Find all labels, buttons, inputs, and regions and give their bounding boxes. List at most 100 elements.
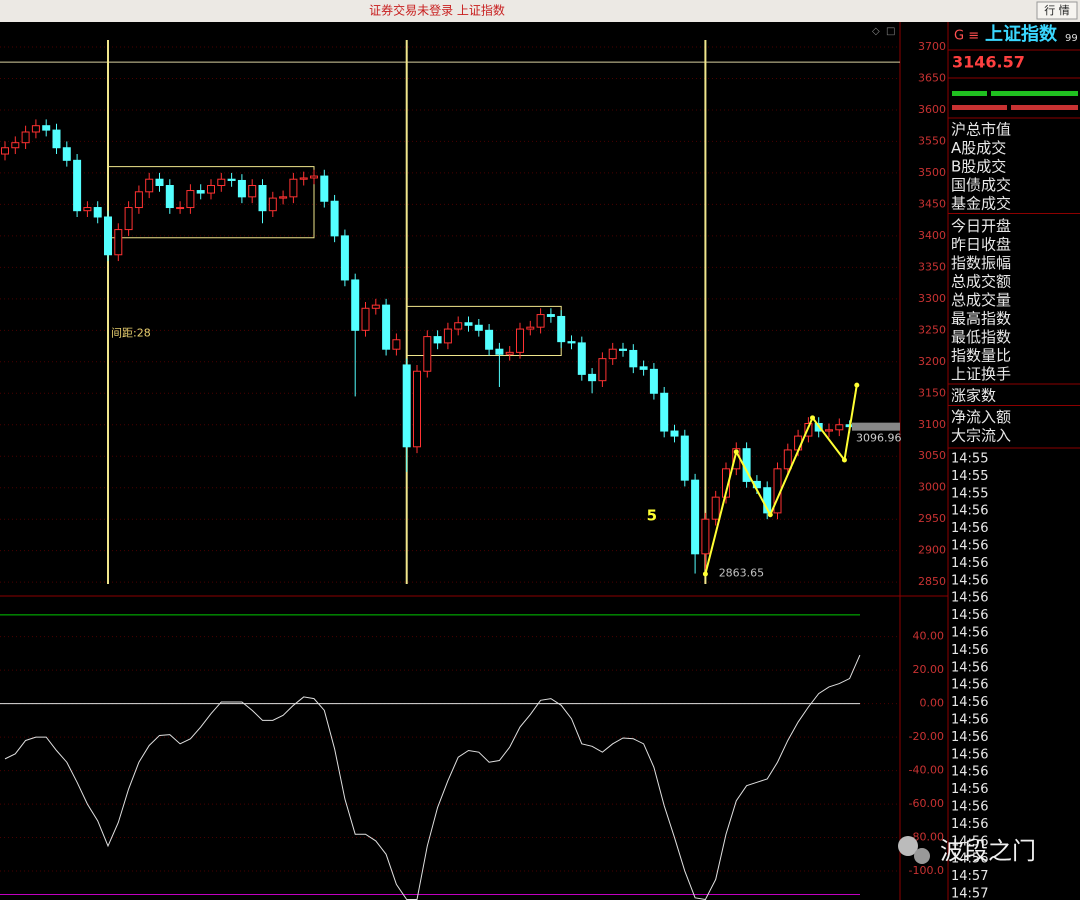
y-tick-label: 2850 <box>918 575 946 588</box>
icon[interactable]: ◇ <box>872 26 880 37</box>
candle-body <box>474 324 483 331</box>
panel-title: 上证指数 <box>985 23 1058 45</box>
candle-body <box>114 229 123 256</box>
candle-body <box>258 185 267 212</box>
candle-body <box>567 341 576 344</box>
candle-body <box>248 185 257 198</box>
candle-body <box>207 185 215 194</box>
candle-body <box>526 326 535 330</box>
candle-body <box>660 392 669 432</box>
watermark-text: 波段之门 <box>940 837 1036 865</box>
candle-body <box>536 314 545 328</box>
candle-body <box>227 178 236 181</box>
time-label: 14:56 <box>951 817 988 832</box>
time-label: 14:56 <box>951 747 988 762</box>
y-tick-label: 3550 <box>918 134 946 147</box>
trend-point <box>702 571 708 577</box>
trend-point <box>841 457 847 463</box>
candle-body <box>763 487 772 514</box>
candle-body <box>722 468 730 498</box>
y-tick-label: 2950 <box>918 512 946 525</box>
field-label: 最高指数 <box>951 310 1011 328</box>
bar <box>952 91 987 96</box>
last-price-bar <box>852 422 900 431</box>
candle-body <box>340 235 349 281</box>
field-label: 沪总市值 <box>951 121 1011 139</box>
candle-body <box>711 496 720 520</box>
y-tick-label: 3300 <box>918 292 946 305</box>
candle-body <box>619 348 627 351</box>
time-label: 14:55 <box>951 486 988 501</box>
y-tick-label: -100.0 <box>909 864 944 877</box>
annotation: 5 <box>647 507 657 525</box>
y-tick-label: 40.00 <box>913 630 945 643</box>
y-tick-label: 0.00 <box>920 697 945 710</box>
current-price: 3146.57 <box>952 53 1025 72</box>
candle-body <box>680 435 689 481</box>
y-tick-label: 20.00 <box>913 663 945 676</box>
quote-button-label[interactable]: 行 情 <box>1044 4 1070 17</box>
icon[interactable]: □ <box>886 26 895 37</box>
candle-body <box>505 351 514 355</box>
y-tick-label: -20.00 <box>909 730 944 743</box>
candle-body <box>835 424 844 431</box>
field-label: 总成交量 <box>951 291 1011 309</box>
quote-button[interactable] <box>1036 1 1078 20</box>
field-label: 总成交额 <box>951 273 1011 291</box>
watermark-icon <box>914 848 930 864</box>
candle-body <box>299 177 308 180</box>
annotation: 间距:28 <box>111 326 151 339</box>
candle-body <box>588 373 597 382</box>
field-label: 大宗流入 <box>951 427 1011 445</box>
field-label: A股成交 <box>951 139 1006 157</box>
candle-body <box>402 364 411 448</box>
time-label: 14:56 <box>951 660 988 675</box>
y-tick-label: -80.00 <box>909 831 944 844</box>
candle-body <box>629 349 638 368</box>
watermark: 波段之门 <box>898 836 1036 865</box>
candle-body <box>413 370 421 448</box>
y-tick-label: 3350 <box>918 260 946 273</box>
time-label: 14:56 <box>951 695 988 710</box>
field-label: 国债成交 <box>951 176 1011 194</box>
candle-body <box>279 196 288 199</box>
candle-body <box>783 449 792 470</box>
field-label: 指数振幅 <box>951 254 1011 272</box>
candle-body <box>155 178 164 187</box>
time-label: 14:57 <box>951 887 988 900</box>
field-label: 涨家数 <box>951 387 996 405</box>
candle-body <box>83 207 92 212</box>
time-label: 14:56 <box>951 539 988 554</box>
panel-prefix: G ≡ <box>954 29 979 44</box>
time-label: 14:56 <box>951 800 988 815</box>
candle-body <box>464 322 473 326</box>
candle-body <box>196 190 205 194</box>
candle-body <box>330 200 339 237</box>
candle-body <box>176 207 185 210</box>
trend-point <box>733 449 739 455</box>
field-label: 昨日收盘 <box>951 236 1011 254</box>
time-label: 14:56 <box>951 643 988 658</box>
bar <box>1011 105 1078 110</box>
candle-body <box>93 207 102 218</box>
range-box <box>107 166 315 239</box>
field-label: 最低指数 <box>951 328 1011 346</box>
field-label: 净流入额 <box>951 408 1011 426</box>
y-tick-label: 3500 <box>918 166 946 179</box>
bar <box>952 105 1007 110</box>
y-tick-label: 3650 <box>918 71 946 84</box>
candle-body <box>546 314 555 317</box>
candle-body <box>454 322 463 330</box>
time-label: 14:55 <box>951 469 988 484</box>
candle-body <box>73 159 82 212</box>
candle-body <box>557 315 566 343</box>
candle-body <box>134 191 143 209</box>
candle-body <box>433 336 442 344</box>
candle-body <box>42 125 51 131</box>
candle-body <box>351 279 360 331</box>
candle-body <box>361 307 370 331</box>
candle-body <box>52 129 61 149</box>
y-tick-label: 3400 <box>918 229 946 242</box>
